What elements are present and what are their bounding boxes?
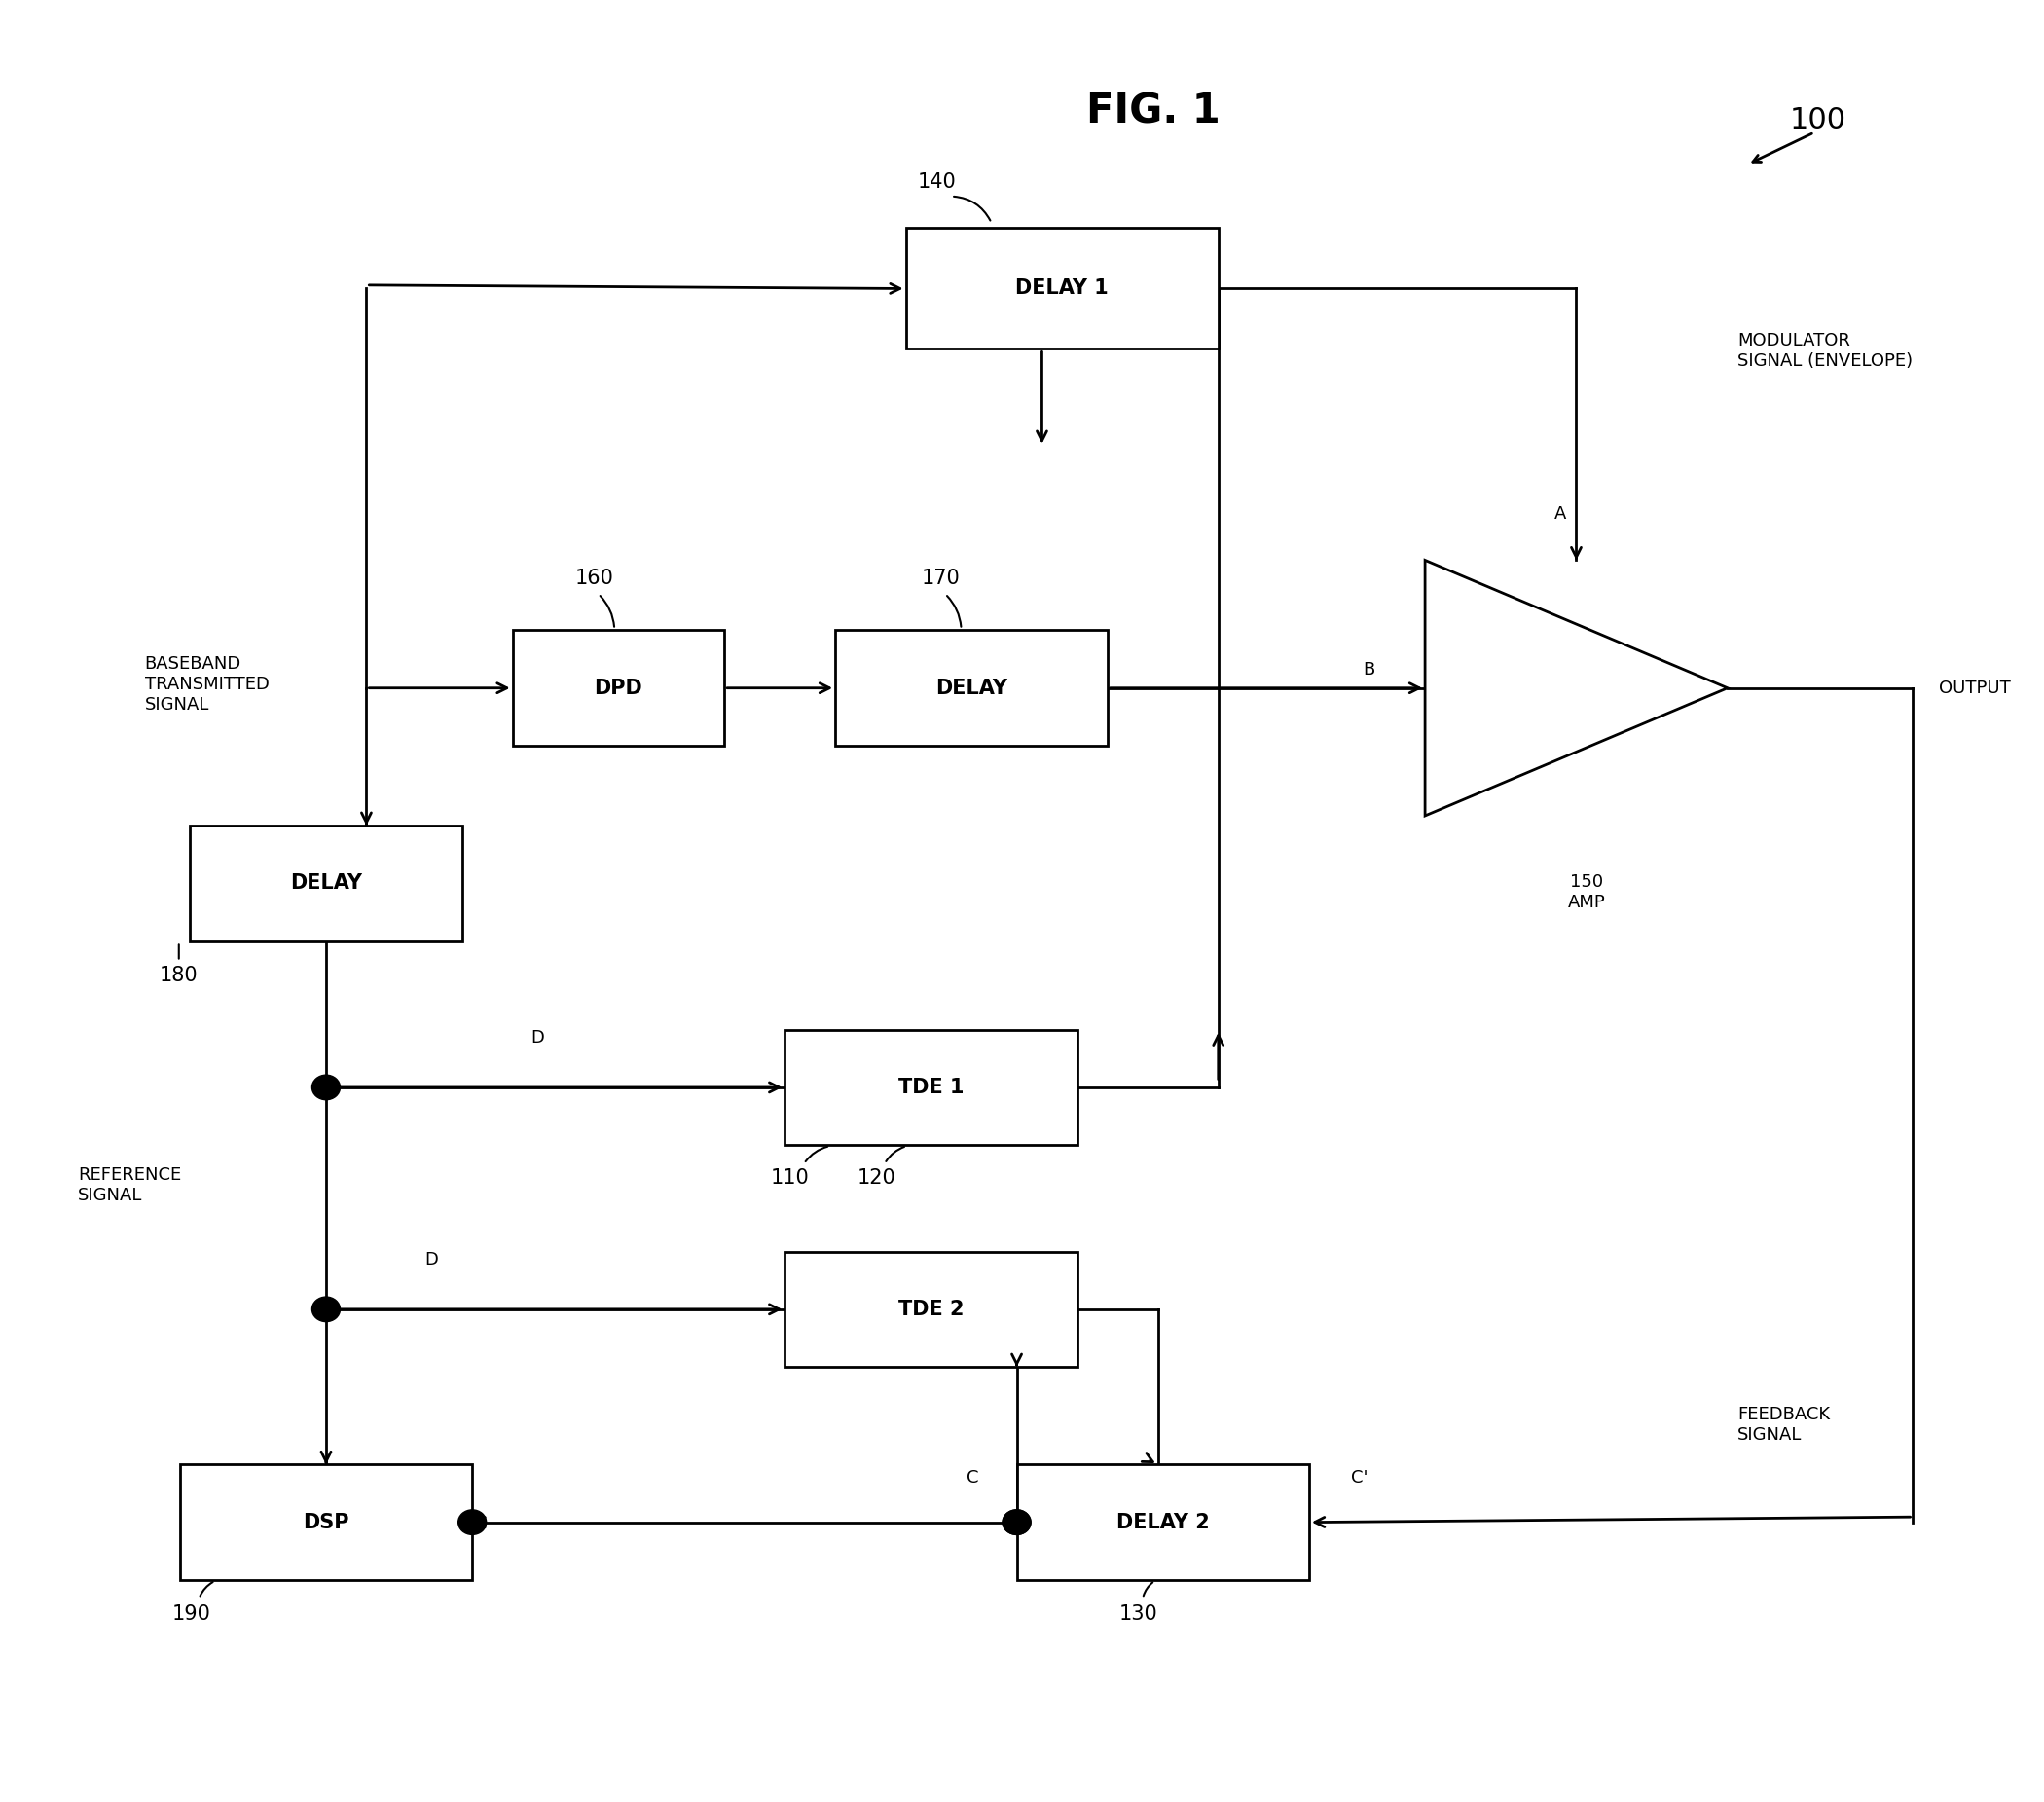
Text: DSP: DSP <box>303 1512 350 1532</box>
FancyBboxPatch shape <box>190 825 462 941</box>
Circle shape <box>313 1076 339 1099</box>
Text: D: D <box>425 1251 437 1269</box>
FancyBboxPatch shape <box>836 631 1108 746</box>
Circle shape <box>1004 1510 1030 1535</box>
Text: 110: 110 <box>771 1168 809 1188</box>
Text: 190: 190 <box>172 1606 211 1624</box>
Text: C: C <box>967 1469 979 1487</box>
Text: D: D <box>531 1029 544 1047</box>
Text: DELAY: DELAY <box>936 678 1008 697</box>
Text: REFERENCE
SIGNAL: REFERENCE SIGNAL <box>78 1166 182 1204</box>
FancyBboxPatch shape <box>180 1465 472 1580</box>
Circle shape <box>1004 1510 1030 1535</box>
Text: MODULATOR
SIGNAL (ENVELOPE): MODULATOR SIGNAL (ENVELOPE) <box>1737 332 1913 369</box>
FancyBboxPatch shape <box>905 229 1218 350</box>
Text: A: A <box>1553 505 1566 523</box>
Text: OUTPUT: OUTPUT <box>1940 679 2011 697</box>
Text: C': C' <box>1351 1469 1367 1487</box>
FancyBboxPatch shape <box>1016 1465 1308 1580</box>
Text: 160: 160 <box>574 568 613 587</box>
Text: 180: 180 <box>159 966 198 986</box>
FancyBboxPatch shape <box>785 1252 1077 1368</box>
FancyBboxPatch shape <box>785 1029 1077 1144</box>
Text: DELAY 2: DELAY 2 <box>1116 1512 1210 1532</box>
Text: BASEBAND
TRANSMITTED
SIGNAL: BASEBAND TRANSMITTED SIGNAL <box>145 656 270 714</box>
Text: FEEDBACK
SIGNAL: FEEDBACK SIGNAL <box>1737 1406 1829 1443</box>
Text: B: B <box>1363 661 1374 679</box>
Text: 170: 170 <box>922 568 961 587</box>
Text: TDE 2: TDE 2 <box>897 1299 965 1319</box>
Text: DELAY: DELAY <box>290 874 362 894</box>
Text: 100: 100 <box>1791 106 1846 133</box>
Text: 140: 140 <box>918 173 957 191</box>
FancyBboxPatch shape <box>513 631 724 746</box>
Circle shape <box>458 1510 486 1535</box>
Text: 120: 120 <box>856 1168 895 1188</box>
Text: DPD: DPD <box>595 678 642 697</box>
Text: 130: 130 <box>1120 1606 1159 1624</box>
Circle shape <box>313 1297 339 1321</box>
Polygon shape <box>1425 560 1727 816</box>
Text: 150
AMP: 150 AMP <box>1568 874 1605 912</box>
Text: TDE 1: TDE 1 <box>897 1078 965 1097</box>
Text: DELAY 1: DELAY 1 <box>1016 279 1108 299</box>
Text: FIG. 1: FIG. 1 <box>1085 90 1220 132</box>
